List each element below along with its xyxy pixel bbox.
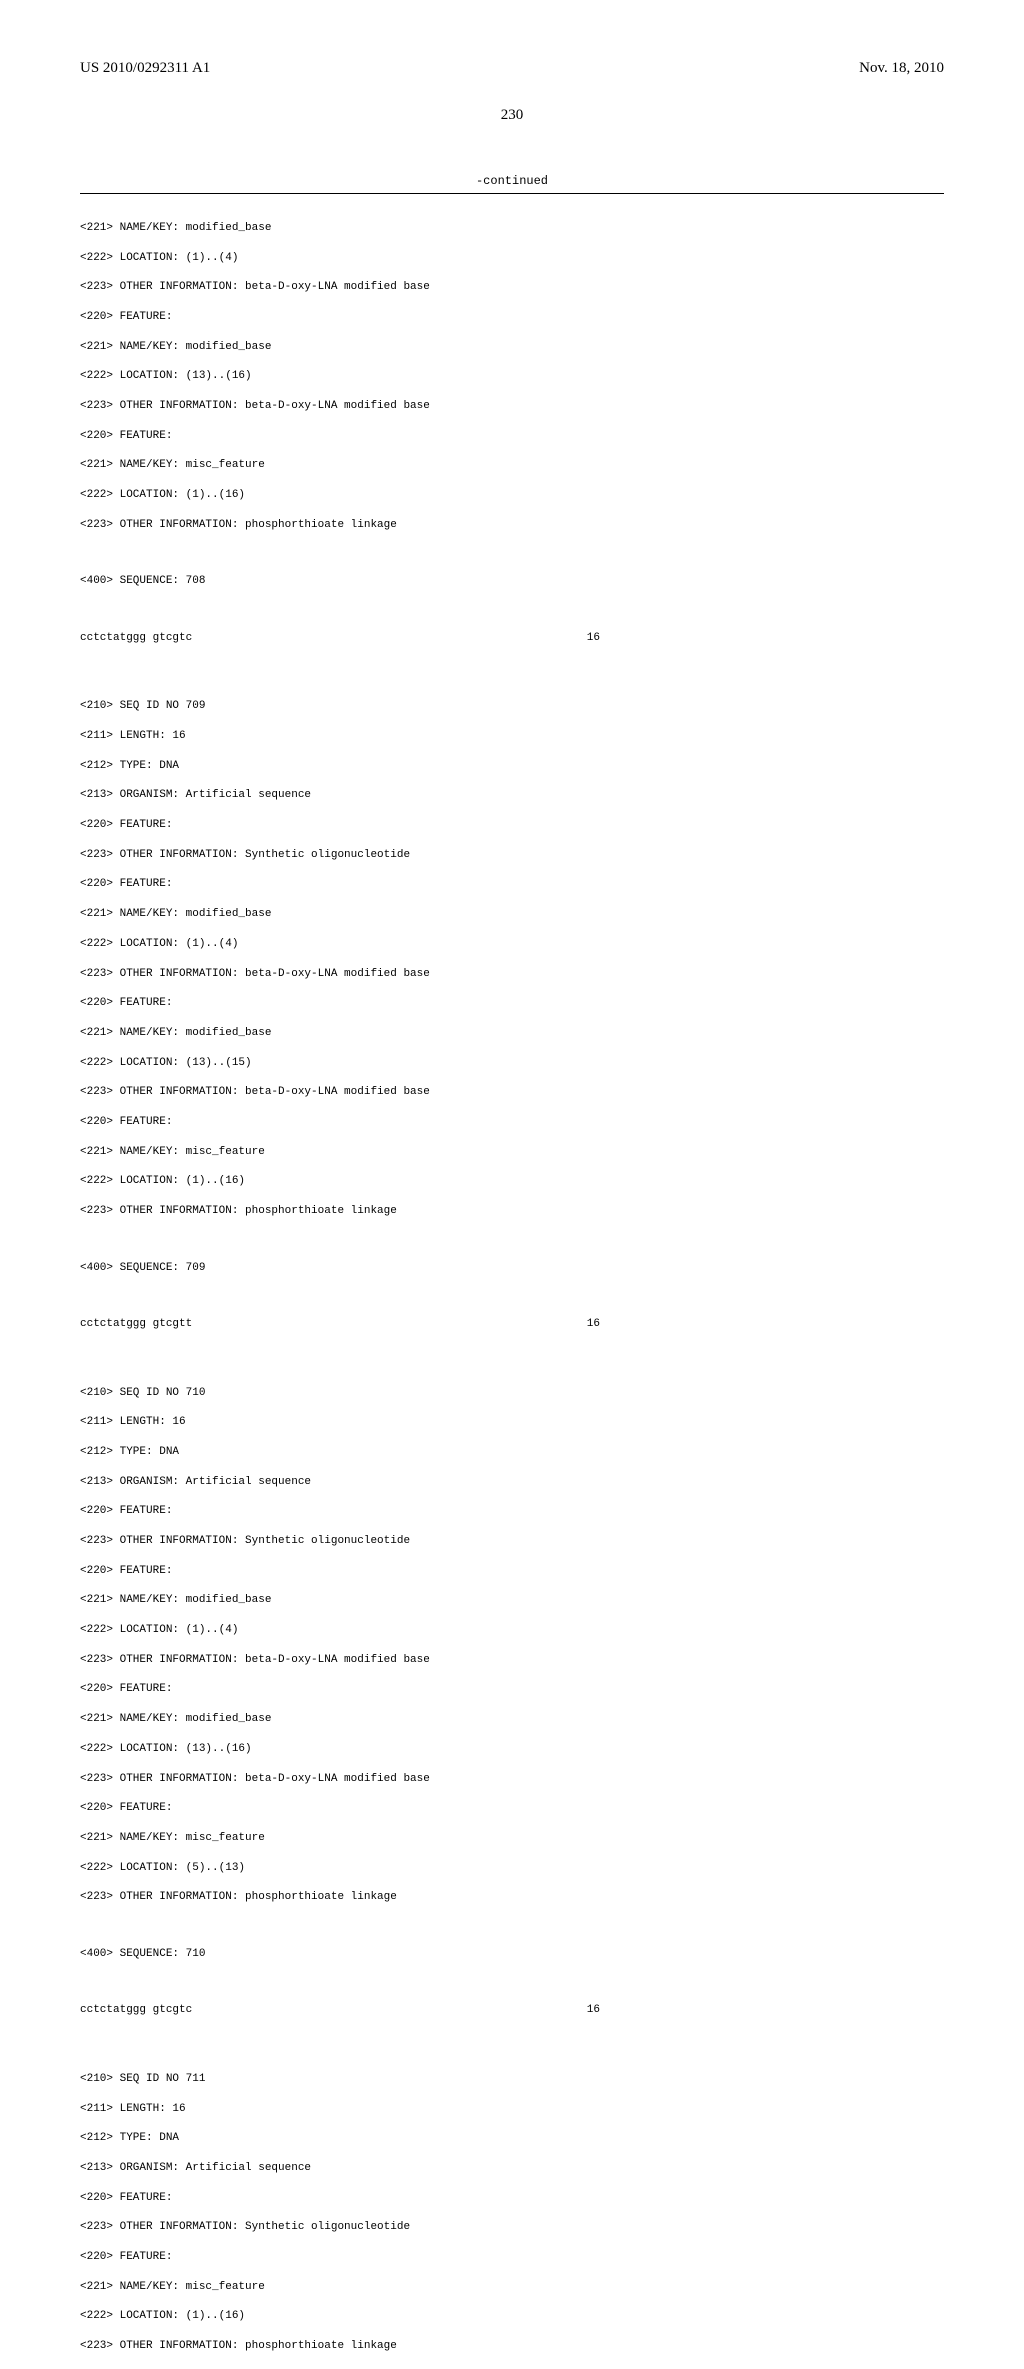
feature-line: <221> NAME/KEY: misc_feature bbox=[80, 1145, 944, 1160]
sequence-length: 16 bbox=[587, 1317, 600, 1332]
feature-line: <221> NAME/KEY: modified_base bbox=[80, 1593, 944, 1608]
feature-line: <220> FEATURE: bbox=[80, 429, 944, 444]
feature-line: <222> LOCATION: (1)..(16) bbox=[80, 2309, 944, 2324]
feature-line: <223> OTHER INFORMATION: beta-D-oxy-LNA … bbox=[80, 399, 944, 414]
sequence-text: cctctatggg gtcgtt bbox=[80, 1317, 192, 1332]
feature-line: <220> FEATURE: bbox=[80, 2250, 944, 2265]
feature-line: <223> OTHER INFORMATION: beta-D-oxy-LNA … bbox=[80, 1653, 944, 1668]
continued-label: -continued bbox=[80, 174, 944, 188]
feature-line: <212> TYPE: DNA bbox=[80, 1445, 944, 1460]
sequence-label: <400> SEQUENCE: 709 bbox=[80, 1261, 944, 1276]
sequence-row: cctctatggg gtcgtc 16 bbox=[80, 2003, 600, 2018]
feature-line: <211> LENGTH: 16 bbox=[80, 1415, 944, 1430]
feature-line: <223> OTHER INFORMATION: beta-D-oxy-LNA … bbox=[80, 280, 944, 295]
feature-line: <220> FEATURE: bbox=[80, 996, 944, 1011]
feature-line: <223> OTHER INFORMATION: Synthetic oligo… bbox=[80, 1534, 944, 1549]
sequence-row: cctctatggg gtcgtc 16 bbox=[80, 631, 600, 646]
feature-line: <221> NAME/KEY: modified_base bbox=[80, 907, 944, 922]
feature-line: <212> TYPE: DNA bbox=[80, 759, 944, 774]
feature-line: <213> ORGANISM: Artificial sequence bbox=[80, 1475, 944, 1490]
sequence-listing: <221> NAME/KEY: modified_base <222> LOCA… bbox=[80, 206, 944, 2369]
divider-top bbox=[80, 193, 944, 194]
feature-line: <222> LOCATION: (13)..(15) bbox=[80, 1056, 944, 1071]
feature-line: <222> LOCATION: (5)..(13) bbox=[80, 1861, 944, 1876]
feature-line: <220> FEATURE: bbox=[80, 818, 944, 833]
feature-line: <223> OTHER INFORMATION: Synthetic oligo… bbox=[80, 848, 944, 863]
feature-line: <213> ORGANISM: Artificial sequence bbox=[80, 2161, 944, 2176]
feature-line: <223> OTHER INFORMATION: phosphorthioate… bbox=[80, 1204, 944, 1219]
sequence-label: <400> SEQUENCE: 710 bbox=[80, 1947, 944, 1962]
feature-line: <220> FEATURE: bbox=[80, 1504, 944, 1519]
feature-line: <222> LOCATION: (1)..(4) bbox=[80, 937, 944, 952]
sequence-length: 16 bbox=[587, 2003, 600, 2018]
feature-line: <220> FEATURE: bbox=[80, 1801, 944, 1816]
feature-line: <223> OTHER INFORMATION: phosphorthioate… bbox=[80, 1890, 944, 1905]
document-date: Nov. 18, 2010 bbox=[859, 60, 944, 77]
feature-line: <213> ORGANISM: Artificial sequence bbox=[80, 788, 944, 803]
feature-line: <212> TYPE: DNA bbox=[80, 2131, 944, 2146]
feature-line: <222> LOCATION: (1)..(16) bbox=[80, 488, 944, 503]
feature-line: <221> NAME/KEY: modified_base bbox=[80, 340, 944, 355]
feature-line: <223> OTHER INFORMATION: beta-D-oxy-LNA … bbox=[80, 1085, 944, 1100]
feature-line: <211> LENGTH: 16 bbox=[80, 729, 944, 744]
feature-line: <221> NAME/KEY: modified_base bbox=[80, 1712, 944, 1727]
feature-line: <221> NAME/KEY: misc_feature bbox=[80, 458, 944, 473]
feature-line: <210> SEQ ID NO 711 bbox=[80, 2072, 944, 2087]
sequence-text: cctctatggg gtcgtc bbox=[80, 2003, 192, 2018]
feature-line: <220> FEATURE: bbox=[80, 1564, 944, 1579]
feature-line: <223> OTHER INFORMATION: phosphorthioate… bbox=[80, 2339, 944, 2354]
feature-line: <220> FEATURE: bbox=[80, 1682, 944, 1697]
sequence-label: <400> SEQUENCE: 708 bbox=[80, 574, 944, 589]
feature-line: <222> LOCATION: (1)..(4) bbox=[80, 1623, 944, 1638]
feature-line: <223> OTHER INFORMATION: beta-D-oxy-LNA … bbox=[80, 967, 944, 982]
feature-line: <222> LOCATION: (13)..(16) bbox=[80, 1742, 944, 1757]
feature-line: <221> NAME/KEY: misc_feature bbox=[80, 2280, 944, 2295]
feature-line: <222> LOCATION: (1)..(4) bbox=[80, 251, 944, 266]
sequence-text: cctctatggg gtcgtc bbox=[80, 631, 192, 646]
feature-line: <221> NAME/KEY: modified_base bbox=[80, 221, 944, 236]
feature-line: <222> LOCATION: (1)..(16) bbox=[80, 1174, 944, 1189]
feature-line: <223> OTHER INFORMATION: phosphorthioate… bbox=[80, 518, 944, 533]
feature-line: <210> SEQ ID NO 710 bbox=[80, 1386, 944, 1401]
feature-line: <223> OTHER INFORMATION: beta-D-oxy-LNA … bbox=[80, 1772, 944, 1787]
feature-line: <220> FEATURE: bbox=[80, 310, 944, 325]
feature-line: <211> LENGTH: 16 bbox=[80, 2102, 944, 2117]
feature-line: <220> FEATURE: bbox=[80, 1115, 944, 1130]
sequence-length: 16 bbox=[587, 631, 600, 646]
feature-line: <221> NAME/KEY: modified_base bbox=[80, 1026, 944, 1041]
feature-line: <222> LOCATION: (13)..(16) bbox=[80, 369, 944, 384]
sequence-row: cctctatggg gtcgtt 16 bbox=[80, 1317, 600, 1332]
feature-line: <210> SEQ ID NO 709 bbox=[80, 699, 944, 714]
feature-line: <220> FEATURE: bbox=[80, 2191, 944, 2206]
feature-line: <221> NAME/KEY: misc_feature bbox=[80, 1831, 944, 1846]
page-header: US 2010/0292311 A1 Nov. 18, 2010 bbox=[80, 60, 944, 77]
document-number: US 2010/0292311 A1 bbox=[80, 60, 210, 77]
page-number: 230 bbox=[80, 107, 944, 124]
feature-line: <220> FEATURE: bbox=[80, 877, 944, 892]
feature-line: <223> OTHER INFORMATION: Synthetic oligo… bbox=[80, 2220, 944, 2235]
